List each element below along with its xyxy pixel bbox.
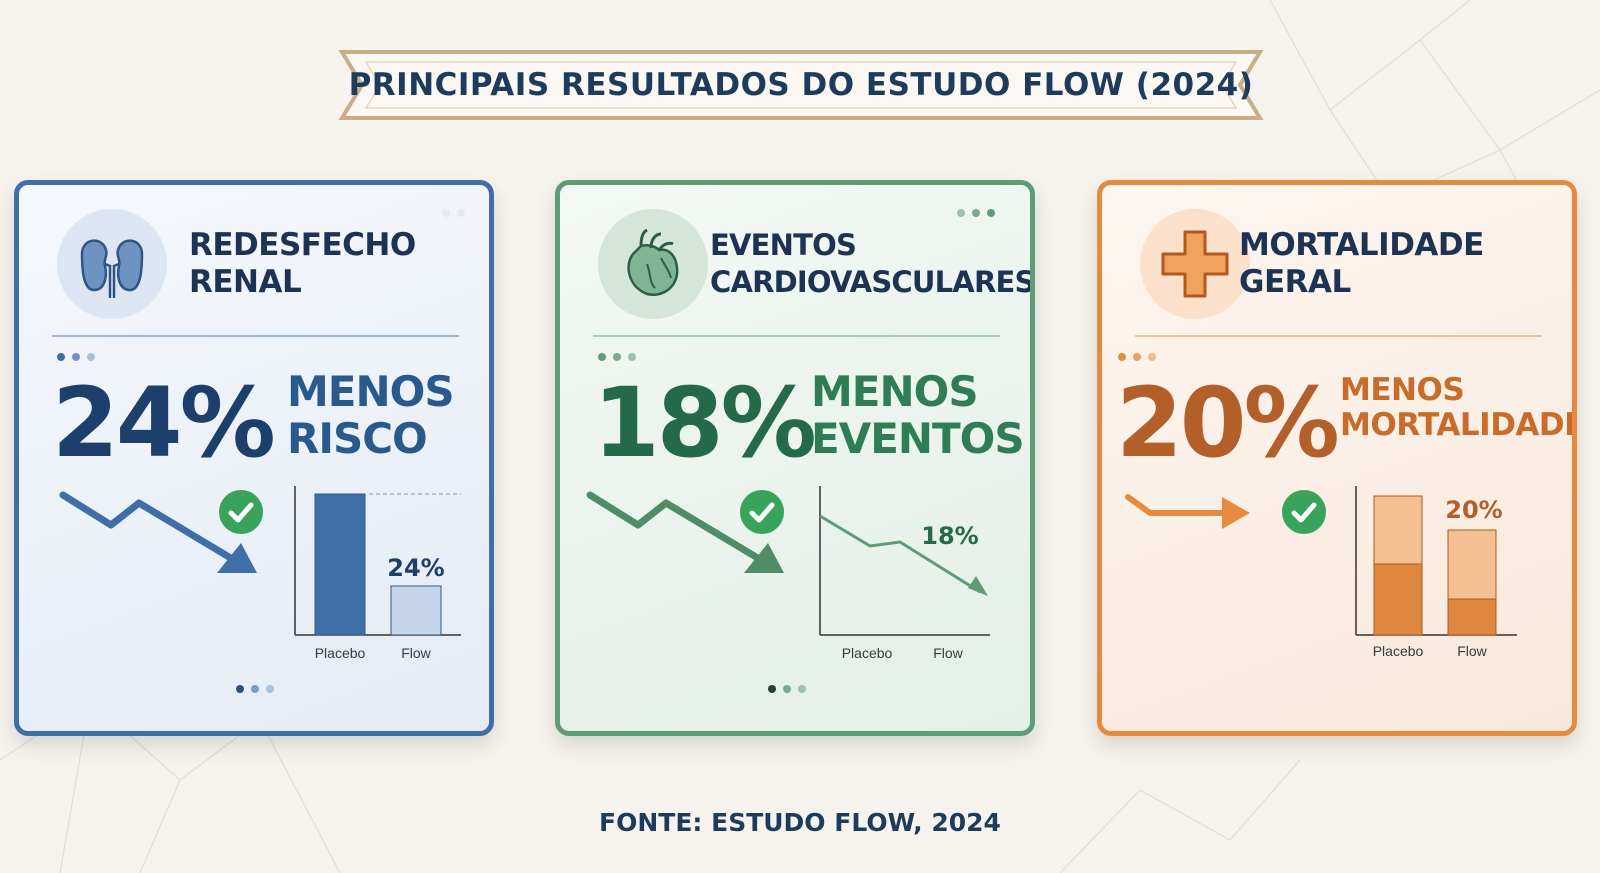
desc-line1: MENOS bbox=[287, 367, 455, 416]
bar-placebo bbox=[314, 493, 366, 636]
section-dots bbox=[1118, 353, 1156, 361]
bar-flow bbox=[390, 585, 442, 636]
down-trend-arrow-icon bbox=[586, 491, 784, 573]
line-chart: 18% Placebo Flow bbox=[819, 486, 990, 661]
bar-flow-upper bbox=[1447, 529, 1497, 600]
tick-flow: Flow bbox=[401, 645, 431, 661]
card-overall-mortality: MORTALIDADE GERAL 20% MENOS MORTALIDADE … bbox=[1097, 180, 1577, 736]
card-title-line1: EVENTOS bbox=[710, 228, 857, 262]
bar-label: 20% bbox=[1445, 496, 1502, 524]
card-title-line2: RENAL bbox=[189, 264, 302, 300]
card-title-line1: REDESFECHO bbox=[189, 227, 416, 263]
tick-placebo: Placebo bbox=[315, 645, 366, 661]
desc-line2: RISCO bbox=[287, 414, 428, 463]
desc-line1: MENOS bbox=[1340, 372, 1465, 408]
down-trend-arrow-icon bbox=[59, 491, 257, 573]
desc-line1: MENOS bbox=[811, 367, 979, 416]
percentage-value: 24% bbox=[52, 367, 276, 479]
check-icon bbox=[1282, 490, 1326, 534]
card-renal-outcome: REDESFECHO RENAL 24% MENOS RISCO 24% Pla… bbox=[14, 180, 494, 736]
card-title-line2: CARDIOVASCULARES bbox=[710, 265, 1035, 299]
right-arrow-icon bbox=[1125, 494, 1250, 529]
section-dots bbox=[57, 353, 95, 361]
card-title-line1: MORTALIDADE bbox=[1239, 227, 1484, 263]
title-banner bbox=[338, 50, 1264, 120]
bar-chart: 24% Placebo Flow bbox=[294, 486, 461, 661]
bar-label: 24% bbox=[387, 554, 444, 582]
check-icon bbox=[740, 490, 784, 534]
pager-dots bbox=[768, 685, 806, 693]
section-dots bbox=[598, 353, 636, 361]
divider bbox=[593, 335, 1000, 337]
check-icon bbox=[219, 490, 263, 534]
tick-placebo: Placebo bbox=[842, 645, 893, 661]
card-cardiovascular-events: EVENTOS CARDIOVASCULARES 18% MENOS EVENT… bbox=[555, 180, 1035, 736]
medical-cross-icon bbox=[1140, 209, 1250, 319]
source-footer: FONTE: ESTUDO FLOW, 2024 bbox=[599, 808, 1001, 837]
bar-flow-lower bbox=[1447, 598, 1497, 636]
tick-flow: Flow bbox=[1457, 643, 1487, 659]
heart-icon bbox=[598, 209, 708, 319]
pager-dots bbox=[236, 685, 274, 693]
trend-line bbox=[819, 514, 981, 594]
card-title-line2: GERAL bbox=[1239, 264, 1351, 300]
divider bbox=[1135, 335, 1542, 337]
tick-placebo: Placebo bbox=[1373, 643, 1424, 659]
percentage-value: 20% bbox=[1116, 367, 1340, 479]
kidney-icon bbox=[57, 209, 167, 319]
card-dots-top bbox=[442, 209, 465, 217]
card-dots-top bbox=[957, 209, 995, 217]
bar-placebo-upper bbox=[1373, 495, 1423, 565]
tick-flow: Flow bbox=[933, 645, 963, 661]
stacked-bar-chart: 20% Placebo Flow bbox=[1355, 486, 1517, 659]
bar-placebo-lower bbox=[1373, 563, 1423, 636]
page-title: PRINCIPAIS RESULTADOS DO ESTUDO FLOW (20… bbox=[348, 67, 1254, 103]
divider bbox=[52, 335, 459, 337]
desc-line2: MORTALIDADE bbox=[1340, 407, 1577, 443]
desc-line2: EVENTOS bbox=[811, 414, 1025, 463]
line-label: 18% bbox=[921, 522, 978, 550]
percentage-value: 18% bbox=[593, 367, 817, 479]
